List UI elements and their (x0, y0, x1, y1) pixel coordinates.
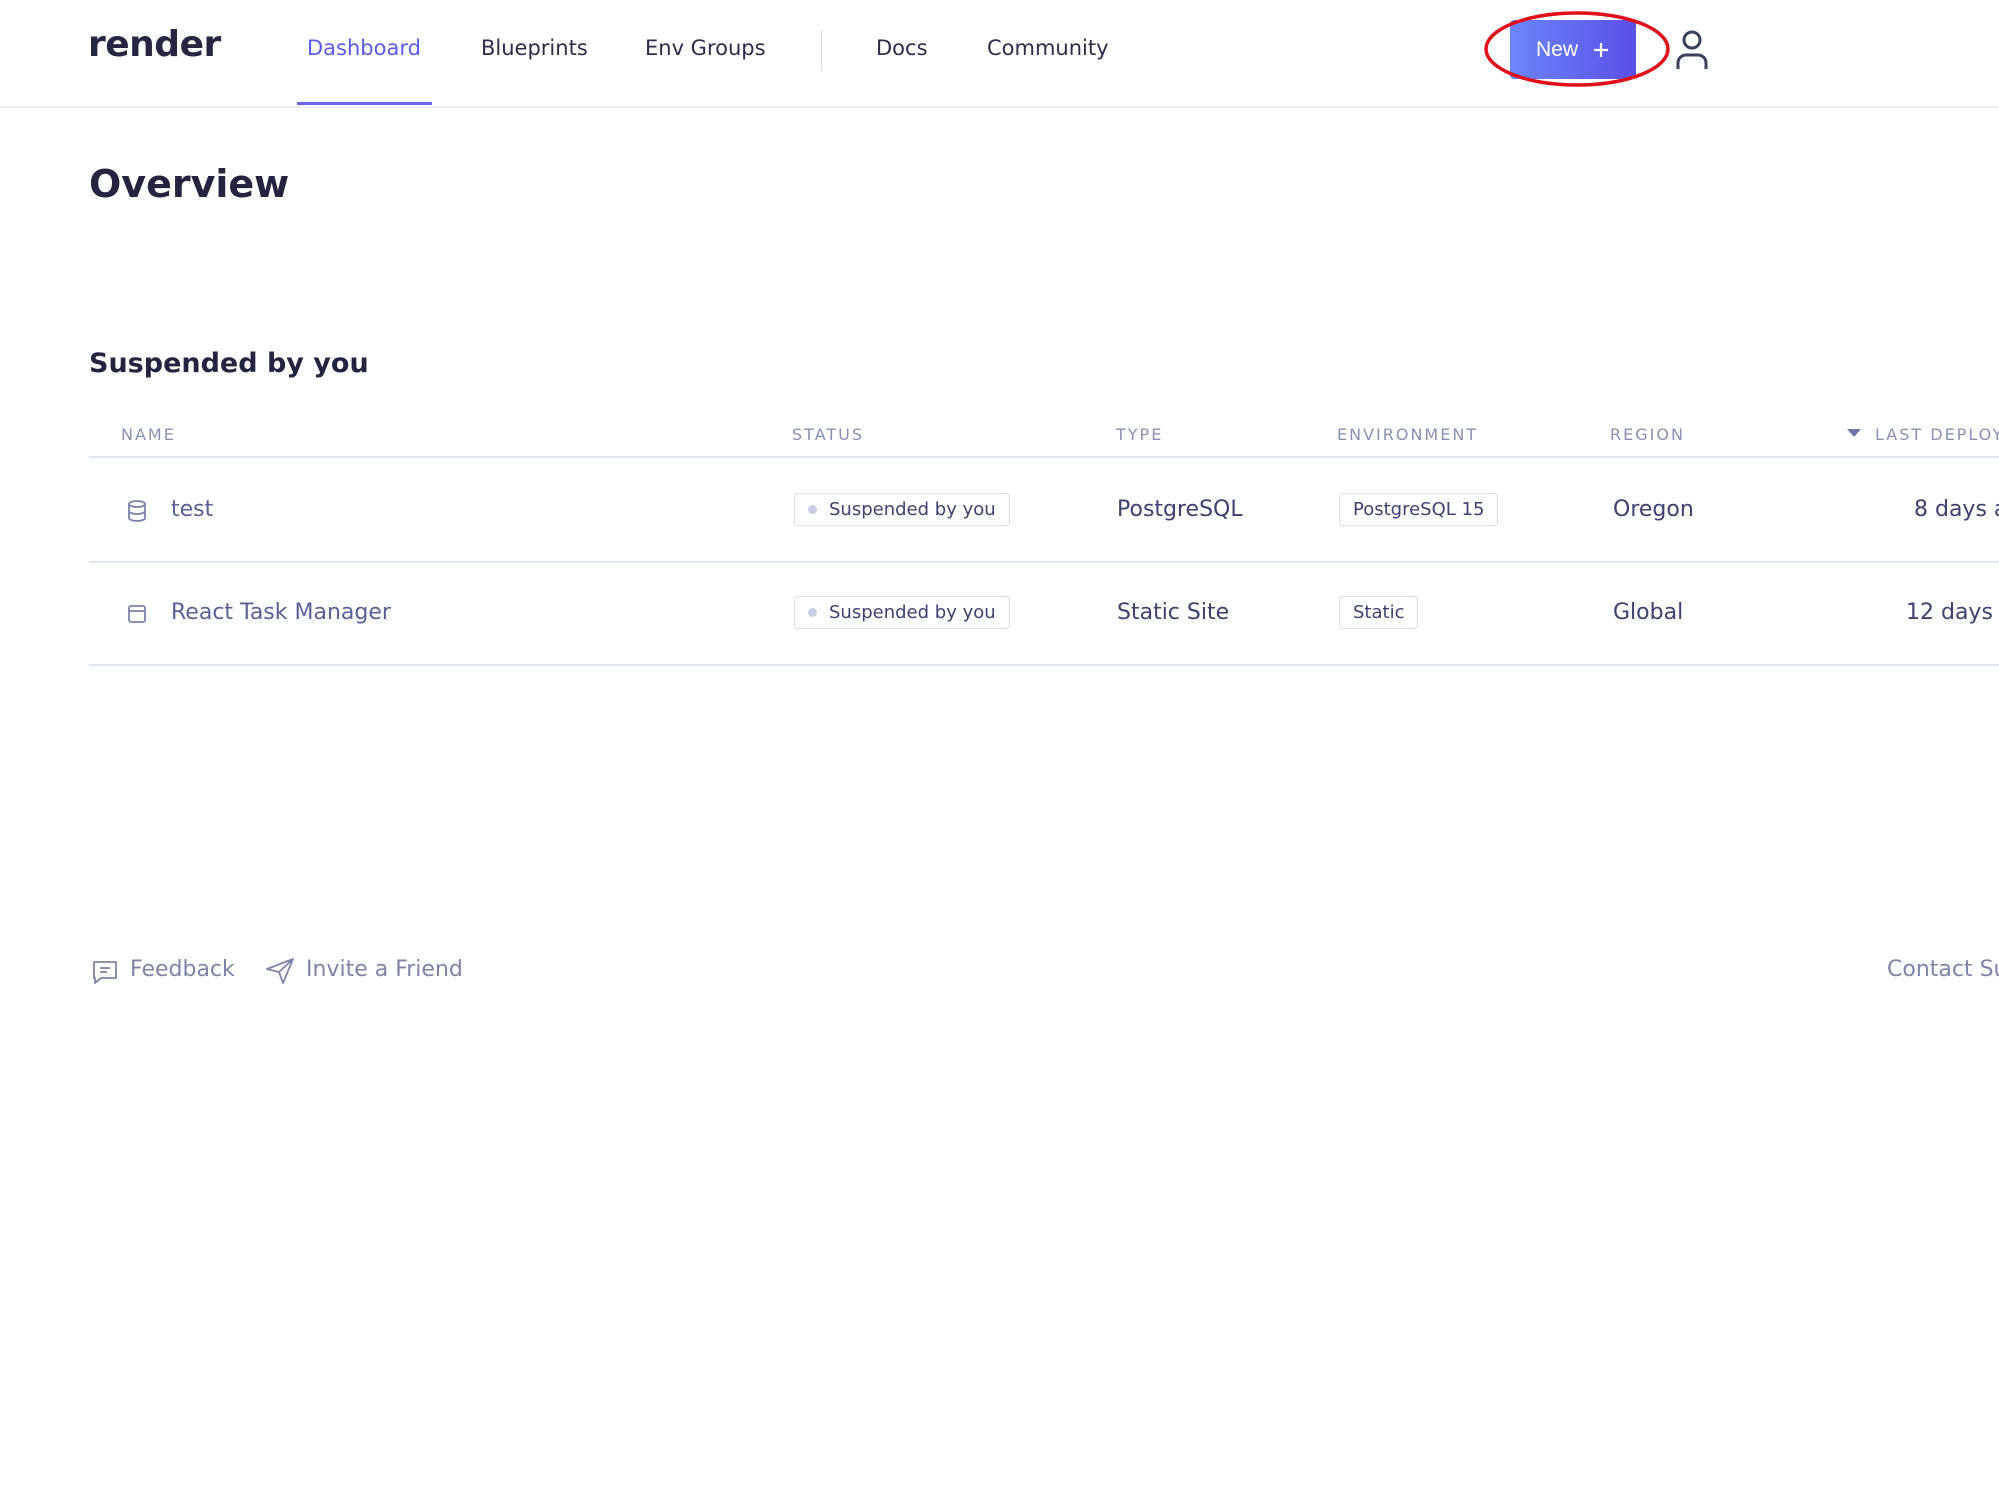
sort-desc-icon[interactable] (1847, 429, 1861, 439)
row-divider (89, 664, 1999, 666)
service-type: PostgreSQL (1117, 497, 1243, 522)
status-badge: Suspended by you (794, 596, 1010, 629)
new-button[interactable]: New (1510, 20, 1636, 79)
status-dot (808, 505, 817, 514)
environment-badge: PostgreSQL 15 (1339, 493, 1499, 526)
logo[interactable]: render (88, 24, 221, 65)
last-deploy: 8 days ago (1914, 497, 1999, 522)
section-title: Suspended by you (89, 348, 369, 379)
active-tab-indicator (297, 102, 432, 105)
static-site-icon (128, 605, 146, 623)
nav-dashboard[interactable]: Dashboard (307, 36, 421, 60)
database-icon (128, 500, 146, 522)
feedback-icon[interactable] (92, 959, 118, 985)
col-last-deploy[interactable]: LAST DEPLOY (1875, 425, 1999, 444)
col-name[interactable]: NAME (121, 425, 176, 444)
annotation-ellipse (1484, 11, 1670, 87)
header-divider (89, 456, 1999, 458)
invite-friend-link[interactable]: Invite a Friend (306, 957, 463, 982)
send-icon[interactable] (265, 957, 295, 985)
col-status[interactable]: STATUS (792, 425, 865, 444)
service-name-link[interactable]: React Task Manager (171, 600, 391, 625)
nav-divider (821, 30, 822, 70)
environment-badge: Static (1339, 596, 1419, 629)
nav-env-groups[interactable]: Env Groups (645, 36, 766, 60)
plus-icon (1594, 42, 1608, 57)
status-dot (808, 608, 817, 617)
service-type: Static Site (1117, 600, 1230, 625)
row-divider (89, 561, 1999, 563)
service-name-link[interactable]: test (171, 497, 214, 522)
nav-blueprints[interactable]: Blueprints (481, 36, 588, 60)
last-deploy: 12 days ago (1906, 600, 1999, 625)
new-button-label: New (1535, 37, 1578, 61)
status-badge: Suspended by you (794, 493, 1010, 526)
feedback-link[interactable]: Feedback (130, 957, 235, 982)
user-icon[interactable] (1671, 28, 1713, 72)
table-row[interactable] (89, 458, 1999, 561)
nav-community[interactable]: Community (987, 36, 1109, 60)
page-title: Overview (89, 162, 290, 206)
region: Global (1613, 600, 1684, 625)
contact-support-link[interactable]: Contact Support (1887, 957, 1999, 982)
col-region[interactable]: REGION (1610, 425, 1685, 444)
top-nav (0, 0, 1999, 108)
col-type[interactable]: TYPE (1116, 425, 1164, 444)
status-text: Suspended by you (829, 499, 996, 520)
col-environment[interactable]: ENVIRONMENT (1337, 425, 1479, 444)
region: Oregon (1613, 497, 1694, 522)
status-text: Suspended by you (829, 602, 996, 623)
nav-docs[interactable]: Docs (876, 36, 928, 60)
